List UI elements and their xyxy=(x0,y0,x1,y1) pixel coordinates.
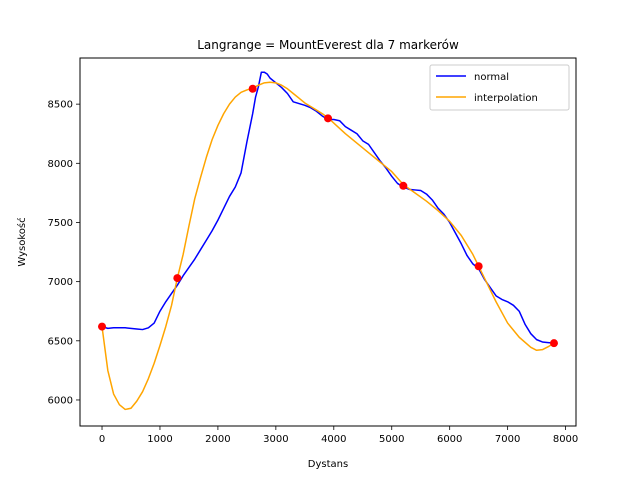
x-axis-label: Dystans xyxy=(308,459,348,470)
marker-point xyxy=(248,84,257,93)
marker-point xyxy=(474,262,483,271)
y-tick-label: 6000 xyxy=(48,395,73,406)
marker-point xyxy=(98,322,107,331)
x-tick-label: 0 xyxy=(99,434,105,445)
x-tick-label: 2000 xyxy=(205,434,230,445)
series-line-interpolation xyxy=(101,81,555,411)
x-tick-label: 4000 xyxy=(321,434,346,445)
legend: normal interpolation xyxy=(429,64,570,111)
y-tick-label: 6500 xyxy=(48,336,73,347)
marker-point xyxy=(324,114,332,123)
legend-label-interpolation: interpolation xyxy=(474,93,538,104)
chart-title: Langrange = MountEverest dla 7 markerów xyxy=(197,38,459,52)
legend-label-normal: normal xyxy=(474,72,509,83)
y-tick-label: 7000 xyxy=(48,277,73,288)
marker-point xyxy=(173,274,182,283)
y-axis: 6000 6500 7000 7500 8000 8500 xyxy=(48,100,80,406)
x-axis: 0 1000 2000 3000 4000 5000 6000 7000 8000 xyxy=(99,426,578,445)
y-axis-label: Wysokość xyxy=(16,217,28,266)
axes-frame xyxy=(79,57,577,427)
x-tick-label: 7000 xyxy=(495,434,520,445)
marker-layer xyxy=(98,84,558,348)
x-tick-label: 6000 xyxy=(437,434,462,445)
y-tick-label: 7500 xyxy=(48,218,73,229)
marker-point xyxy=(549,339,558,348)
x-tick-label: 8000 xyxy=(553,434,578,445)
x-tick-label: 1000 xyxy=(147,434,172,445)
marker-point xyxy=(399,181,408,190)
y-tick-label: 8500 xyxy=(48,100,73,111)
x-tick-label: 5000 xyxy=(379,434,404,445)
y-tick-label: 8000 xyxy=(48,159,73,170)
x-tick-label: 3000 xyxy=(263,434,288,445)
